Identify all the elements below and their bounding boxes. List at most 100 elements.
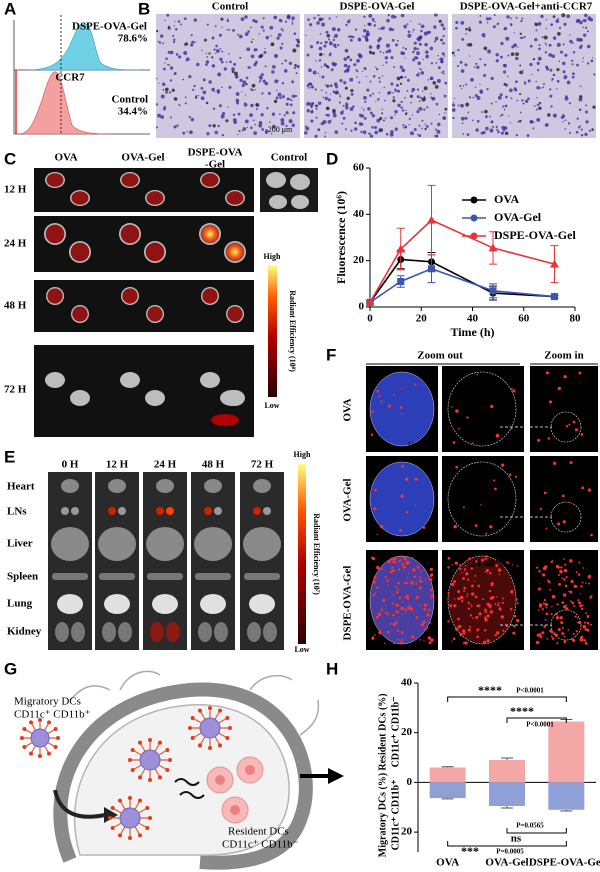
signal xyxy=(382,598,386,603)
cell xyxy=(541,36,544,39)
sample-percent: 78.6% xyxy=(118,33,148,45)
cell xyxy=(534,37,538,42)
signal xyxy=(494,633,497,637)
cell xyxy=(435,102,439,106)
signal xyxy=(453,598,456,600)
colorbar-high: High xyxy=(294,450,311,459)
cell xyxy=(339,78,343,83)
cell xyxy=(332,43,337,48)
signal xyxy=(397,581,400,585)
signal xyxy=(469,614,473,617)
cell xyxy=(519,37,522,39)
annotation: **** xyxy=(478,683,502,697)
signal xyxy=(573,604,576,607)
cell xyxy=(545,44,548,46)
signal xyxy=(498,573,501,576)
signal xyxy=(375,615,379,619)
cell xyxy=(245,83,248,86)
cell xyxy=(423,108,426,111)
cell xyxy=(572,50,576,54)
cell xyxy=(426,54,429,57)
signal xyxy=(512,624,516,628)
signal xyxy=(588,574,592,578)
cell xyxy=(435,62,438,64)
cell xyxy=(324,131,327,134)
cell xyxy=(277,92,282,97)
cell xyxy=(587,16,592,21)
signal xyxy=(419,570,422,573)
signal xyxy=(582,604,584,607)
signal xyxy=(408,572,410,575)
cell xyxy=(217,124,220,128)
cell xyxy=(436,79,441,83)
cell xyxy=(529,62,533,67)
signal xyxy=(405,561,410,565)
cell xyxy=(493,14,496,17)
cell xyxy=(440,60,444,64)
cell xyxy=(269,121,271,123)
signal xyxy=(563,605,567,609)
antigen xyxy=(174,778,205,799)
cell xyxy=(417,37,421,42)
signal xyxy=(426,613,430,617)
cell xyxy=(575,19,580,23)
cell xyxy=(379,128,384,132)
cell xyxy=(543,83,545,86)
signal xyxy=(559,616,563,620)
point xyxy=(396,244,406,253)
colorbar-label: Radiant Efficiency (10⁸) xyxy=(288,290,297,372)
signal xyxy=(395,621,398,624)
cell xyxy=(390,56,394,60)
cell xyxy=(509,122,512,124)
cell xyxy=(519,93,522,96)
cell xyxy=(206,132,210,136)
cell xyxy=(328,38,331,41)
signal xyxy=(584,628,588,631)
signal xyxy=(495,433,500,438)
cell xyxy=(502,129,506,132)
signal xyxy=(120,224,140,244)
row-label: Spleen xyxy=(7,571,38,583)
cell xyxy=(218,33,222,37)
cell xyxy=(331,61,336,66)
signal xyxy=(220,390,244,406)
cell xyxy=(562,120,564,123)
panel-label: G xyxy=(4,659,17,678)
cell xyxy=(468,42,473,47)
cell xyxy=(348,35,351,38)
cell xyxy=(371,114,376,118)
cell xyxy=(307,83,311,86)
cell xyxy=(536,61,540,65)
lymph-node xyxy=(204,507,212,515)
cell xyxy=(532,57,536,61)
receptor xyxy=(168,758,172,762)
cell xyxy=(465,83,468,86)
cell xyxy=(507,54,510,57)
cell xyxy=(273,54,278,59)
signal xyxy=(489,607,491,609)
cell xyxy=(211,56,214,59)
signal xyxy=(405,594,409,598)
cell xyxy=(368,22,372,27)
cell xyxy=(192,88,195,91)
cell xyxy=(223,67,227,71)
receptor xyxy=(138,798,142,803)
signal xyxy=(586,628,590,632)
signal xyxy=(564,584,568,588)
lung xyxy=(57,594,83,614)
cell xyxy=(347,20,351,24)
signal xyxy=(72,306,88,322)
cell xyxy=(283,69,288,73)
signal xyxy=(458,563,461,566)
cell xyxy=(321,75,325,79)
cell xyxy=(311,101,315,105)
signal xyxy=(419,604,421,606)
panel-f: Zoom out Zoom in OVA OVA-Gel DSPE-OVA-Ge… xyxy=(342,350,598,650)
signal xyxy=(447,557,449,560)
signal xyxy=(486,614,490,618)
signal xyxy=(538,570,541,573)
cell xyxy=(157,40,159,42)
cell xyxy=(474,86,477,88)
cell xyxy=(320,121,325,126)
cell xyxy=(468,28,472,32)
